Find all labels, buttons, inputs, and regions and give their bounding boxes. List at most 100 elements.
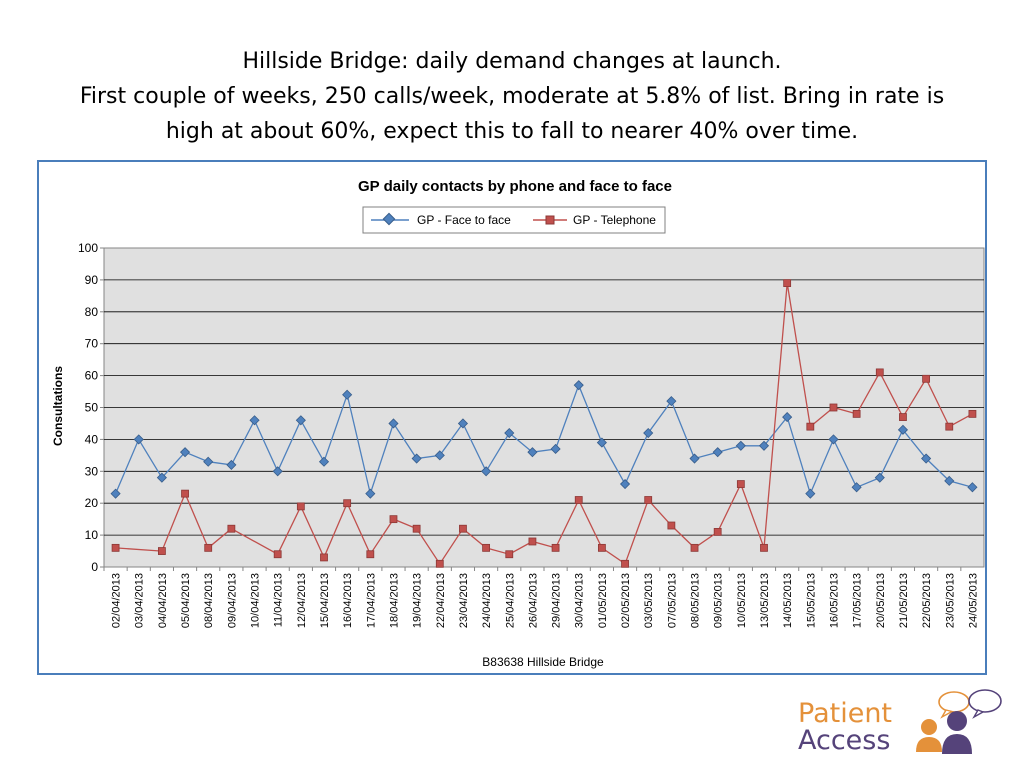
data-point-gp-face-to-face — [203, 456, 214, 467]
data-point-gp-telephone — [181, 489, 189, 498]
y-axis-label: Consultations — [51, 366, 65, 446]
x-tick-label: 02/05/2013 — [620, 573, 632, 628]
x-tick-label: 30/04/2013 — [574, 573, 586, 628]
x-tick-label: 18/04/2013 — [388, 573, 400, 628]
data-point-gp-telephone — [157, 547, 166, 555]
line-chart: GP daily contacts by phone and face to f… — [51, 178, 985, 669]
x-tick-label: 22/04/2013 — [435, 573, 447, 628]
y-tick-label: 80 — [85, 305, 99, 319]
data-point-gp-telephone — [644, 496, 653, 504]
y-tick-label: 90 — [85, 273, 99, 287]
data-point-gp-telephone — [713, 528, 722, 536]
data-point-gp-telephone — [760, 543, 768, 552]
series-line-gp-face-to-face — [115, 383, 973, 496]
chart-frame: GP daily contacts by phone and face to f… — [37, 160, 987, 675]
y-axis-ticks: 0 10 20 30 40 50 60 70 80 90 100 — [78, 241, 104, 574]
data-point-gp-face-to-face — [249, 415, 260, 426]
data-point-gp-telephone — [783, 279, 792, 287]
x-tick-label: 03/04/2013 — [134, 573, 146, 628]
data-point-gp-telephone — [806, 422, 815, 431]
data-point-gp-telephone — [273, 550, 282, 559]
x-tick-label: 20/05/2013 — [875, 573, 887, 628]
data-point-gp-telephone — [829, 403, 838, 412]
data-point-gp-telephone — [852, 409, 861, 418]
data-point-gp-face-to-face — [782, 412, 793, 423]
data-point-gp-face-to-face — [851, 482, 862, 493]
data-point-gp-face-to-face — [712, 447, 723, 458]
data-point-gp-face-to-face — [434, 450, 445, 461]
data-point-gp-face-to-face — [272, 466, 283, 477]
data-point-gp-face-to-face — [318, 456, 330, 467]
data-point-gp-telephone — [899, 413, 907, 421]
data-point-gp-face-to-face — [226, 459, 237, 470]
x-tick-label: 17/04/2013 — [365, 573, 377, 628]
data-point-gp-face-to-face — [619, 478, 631, 490]
x-tick-label: 16/04/2013 — [342, 573, 354, 628]
x-tick-label: 29/04/2013 — [551, 573, 563, 628]
y-tick-label: 0 — [91, 560, 98, 574]
x-tick-label: 17/05/2013 — [852, 573, 864, 628]
chart-title: GP daily contacts by phone and face to f… — [358, 178, 672, 195]
data-point-gp-telephone — [528, 537, 537, 546]
data-point-gp-face-to-face — [735, 440, 746, 451]
y-tick-label: 70 — [85, 337, 99, 351]
x-tick-label: 15/05/2013 — [805, 573, 817, 628]
data-point-gp-face-to-face — [967, 482, 978, 493]
slide-title-line-3: high at about 60%, expect this to fall t… — [165, 119, 859, 144]
patient-access-logo: Patient Access — [798, 688, 1008, 758]
data-point-gp-telephone — [621, 559, 629, 568]
data-point-gp-telephone — [736, 480, 745, 488]
data-point-gp-face-to-face — [504, 427, 515, 439]
x-tick-label: 09/04/2013 — [226, 573, 238, 628]
x-tick-label: 24/05/2013 — [967, 573, 979, 628]
data-point-gp-face-to-face — [156, 472, 167, 483]
data-point-gp-telephone — [875, 368, 884, 377]
y-tick-label: 100 — [78, 241, 98, 255]
data-point-gp-face-to-face — [921, 453, 932, 464]
y-tick-label: 60 — [85, 369, 99, 383]
x-tick-label: 16/05/2013 — [828, 573, 840, 628]
data-point-gp-face-to-face — [342, 389, 353, 400]
data-point-gp-telephone — [296, 502, 305, 511]
x-axis-ticks: 02/04/2013 03/04/2013 04/04/2013 05/04/2013… — [103, 567, 979, 628]
data-point-gp-face-to-face — [758, 440, 770, 451]
data-point-gp-telephone — [505, 550, 514, 559]
data-point-gp-face-to-face — [550, 443, 561, 455]
data-point-gp-telephone — [111, 543, 120, 552]
data-point-gp-telephone — [968, 409, 977, 418]
series-markers — [110, 279, 978, 568]
logo-text-patient: Patient — [798, 698, 893, 729]
data-point-gp-telephone — [412, 524, 421, 533]
data-point-gp-face-to-face — [596, 437, 607, 448]
x-tick-label: 23/05/2013 — [944, 573, 956, 628]
y-tick-label: 40 — [85, 432, 99, 446]
x-tick-label: 10/04/2013 — [250, 573, 262, 628]
data-point-gp-telephone — [922, 374, 931, 383]
data-point-gp-face-to-face — [110, 488, 121, 499]
x-tick-label: 01/05/2013 — [597, 573, 609, 628]
x-tick-label: 08/05/2013 — [690, 573, 702, 628]
x-tick-label: 23/04/2013 — [458, 573, 470, 628]
data-point-gp-face-to-face — [133, 434, 144, 445]
data-point-gp-face-to-face — [411, 453, 422, 464]
data-point-gp-face-to-face — [573, 380, 584, 391]
y-tick-label: 10 — [85, 528, 99, 542]
data-point-gp-telephone — [574, 496, 583, 504]
legend-box — [362, 206, 666, 234]
legend-marker-face-to-face — [382, 212, 396, 226]
x-tick-label: 15/04/2013 — [319, 573, 331, 628]
x-tick-label: 08/04/2013 — [203, 573, 215, 628]
legend-marker-telephone — [545, 215, 555, 225]
data-point-gp-telephone — [690, 543, 699, 552]
data-point-gp-telephone — [945, 422, 954, 431]
logo-text-access: Access — [798, 725, 891, 756]
data-point-gp-face-to-face — [527, 447, 538, 458]
x-tick-label: 13/05/2013 — [759, 573, 771, 628]
x-tick-label: 25/04/2013 — [504, 573, 516, 628]
data-point-gp-telephone — [482, 543, 491, 552]
data-point-gp-face-to-face — [179, 447, 191, 458]
x-tick-label: 10/05/2013 — [736, 573, 748, 628]
legend: GP - Face to face GP - Telephone — [362, 206, 666, 234]
x-tick-label: 14/05/2013 — [782, 573, 794, 628]
x-tick-label: 02/04/2013 — [111, 573, 123, 628]
